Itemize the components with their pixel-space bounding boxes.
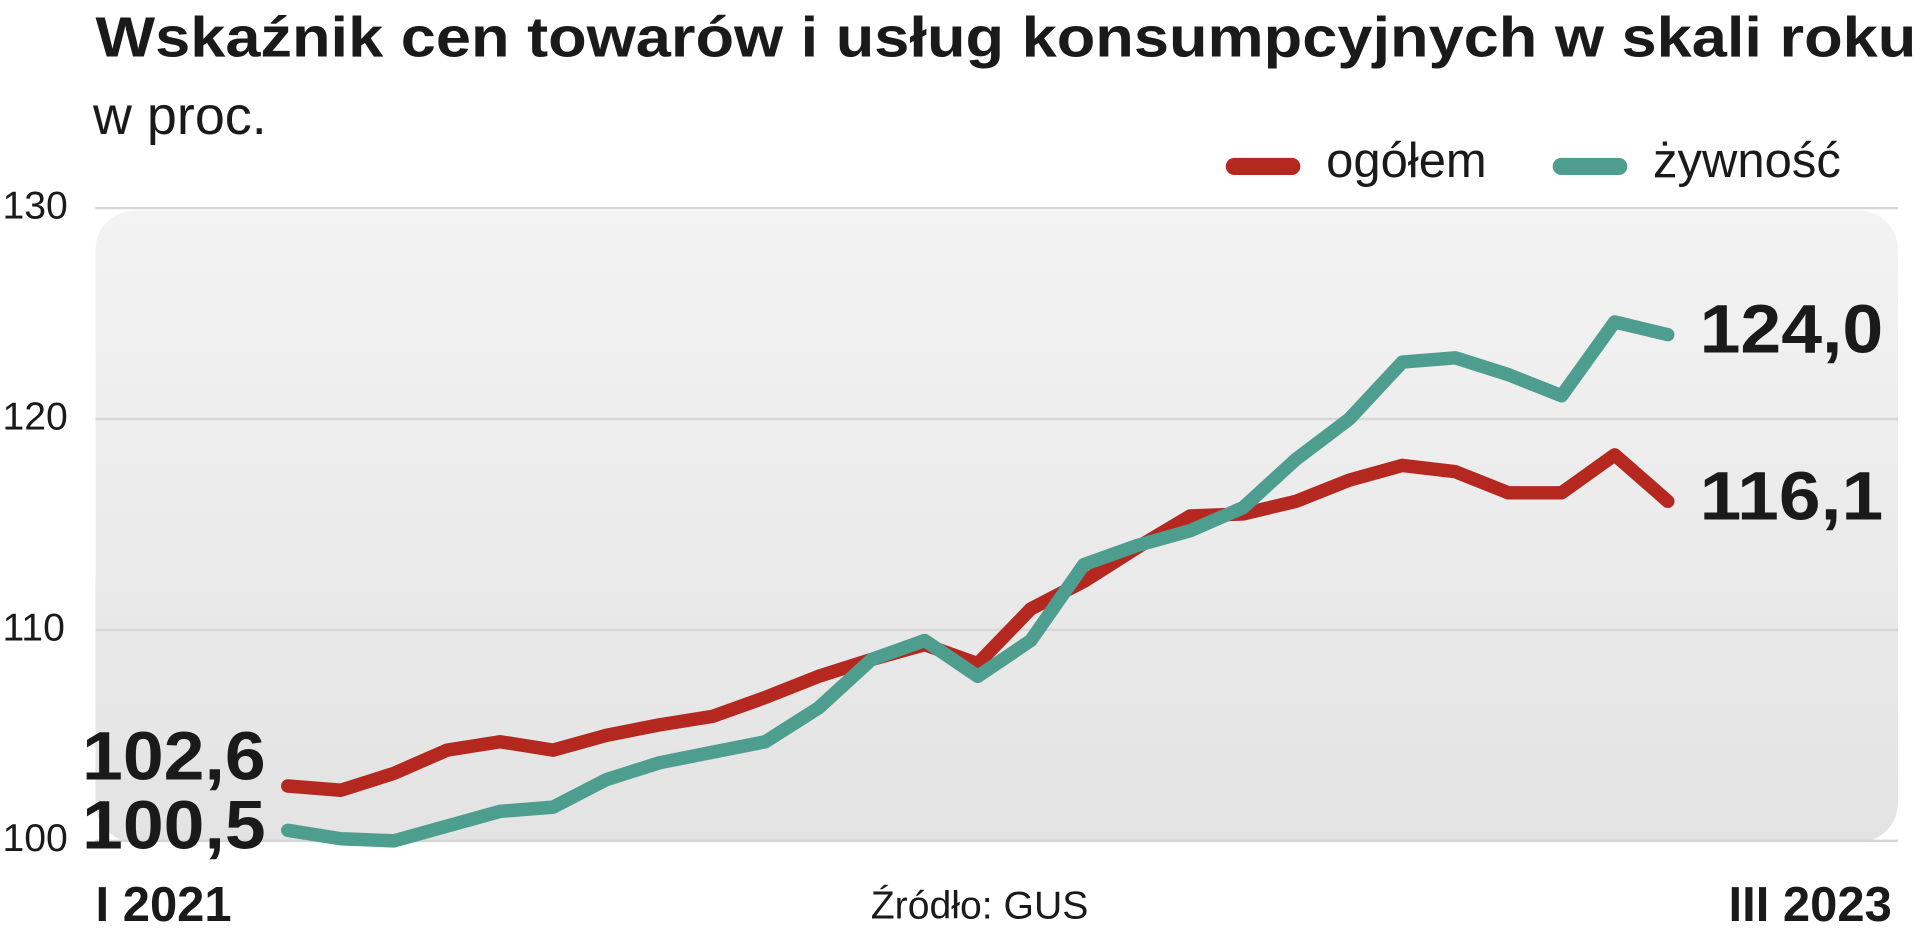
y-tick-label: 120: [2, 395, 67, 438]
source: Źródło: GUS: [871, 885, 1089, 928]
value-label: 102,6: [82, 718, 266, 795]
plot-area: [95, 210, 1898, 843]
value-label: 100,5: [82, 786, 266, 863]
legend-label: ogółem: [1326, 134, 1487, 188]
y-tick-label: 130: [2, 184, 67, 227]
y-tick-label: 110: [2, 606, 64, 649]
line: [281, 448, 1675, 797]
chart-subtitle: w proc.: [92, 86, 267, 146]
value-label: 124,0: [1700, 291, 1884, 368]
chart-title: Wskaźnik cen towarów i usług konsumpcyjn…: [96, 5, 1917, 68]
value-label: 116,1: [1700, 457, 1884, 534]
x-tick-label: I 2021: [96, 878, 232, 932]
x-tick-label: III 2023: [1728, 878, 1891, 932]
line: [281, 315, 1675, 848]
y-tick-label: 100: [2, 817, 67, 860]
legend-label: żywność: [1653, 134, 1841, 188]
